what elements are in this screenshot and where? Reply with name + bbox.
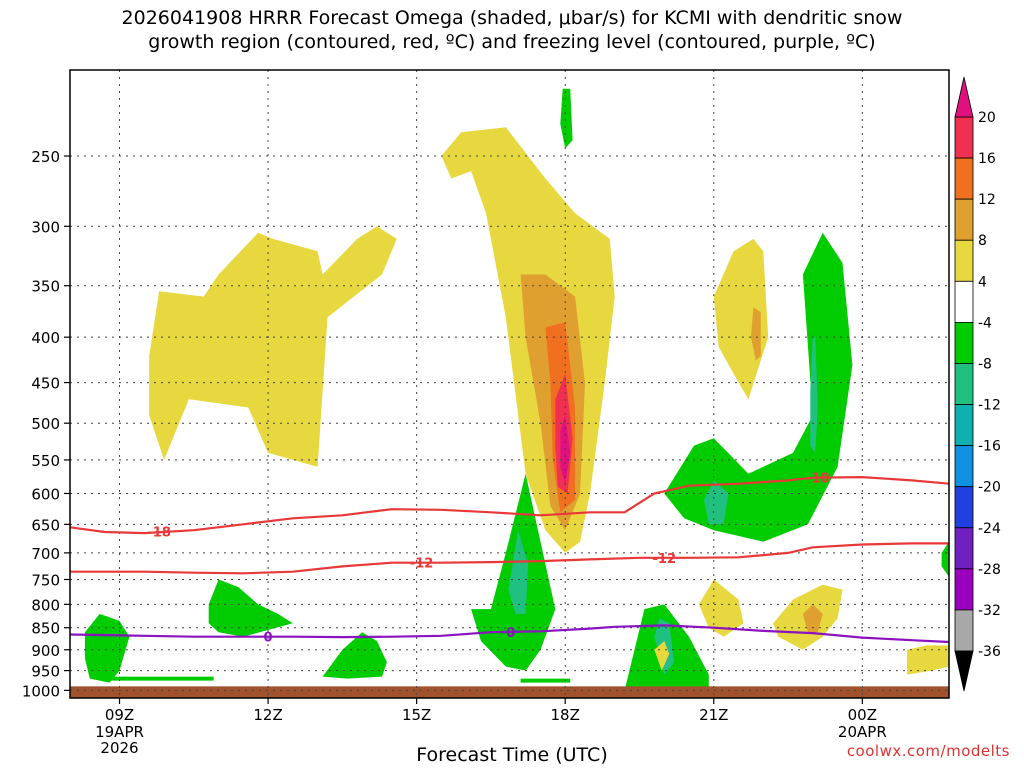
contour-label-0: -18 xyxy=(147,525,171,540)
omega-region-23 xyxy=(698,579,744,637)
omega-region-13 xyxy=(664,232,853,542)
colorbar-segment xyxy=(954,321,974,364)
colorbar-label: -4 xyxy=(978,315,992,331)
x-tick-sublabel: 20APR xyxy=(838,723,887,741)
colorbar-segment xyxy=(954,198,974,241)
colorbar-label: 16 xyxy=(978,151,996,167)
y-tick-label: 500 xyxy=(31,415,60,433)
omega-region-8 xyxy=(560,88,573,149)
omega-region-20 xyxy=(520,678,571,683)
y-tick-label: 350 xyxy=(31,278,60,296)
colorbar-segment xyxy=(954,363,974,405)
credit-link[interactable]: coolwx.com/modelts xyxy=(846,742,1010,760)
x-tick-label: 09Z xyxy=(105,706,134,724)
x-tick-sublabel: 19APR xyxy=(95,723,144,741)
y-tick-label: 600 xyxy=(31,485,60,503)
colorbar-label: -36 xyxy=(978,644,1001,660)
y-tick-label: 850 xyxy=(31,620,60,638)
contour-line-1 xyxy=(70,542,949,575)
x-tick-label: 15Z xyxy=(402,706,431,724)
omega-region-26 xyxy=(906,645,949,675)
contour-line-2 xyxy=(70,624,949,644)
colorbar-segment xyxy=(954,568,974,611)
colorbar-label: -8 xyxy=(978,356,992,372)
colorbar-segment xyxy=(954,239,974,282)
contour-label-3: -18 xyxy=(806,472,830,487)
x-tick-label: 12Z xyxy=(253,706,282,724)
omega-region-14 xyxy=(703,480,729,525)
ground-band xyxy=(70,686,949,698)
x-tick-label: 21Z xyxy=(699,706,728,724)
y-tick-label: 700 xyxy=(31,545,60,563)
colorbar-label: 8 xyxy=(978,233,987,249)
omega-region-18 xyxy=(208,579,293,637)
x-tick-label: 18Z xyxy=(551,706,580,724)
y-tick-label: 750 xyxy=(31,571,60,589)
colorbar-label: 12 xyxy=(978,192,996,208)
y-tick-label: 950 xyxy=(31,663,60,681)
contour-labels: -18 -12 -12 -18 0 0 xyxy=(147,472,830,646)
y-tick-label: 1000 xyxy=(22,682,60,700)
y-tick-label: 550 xyxy=(31,452,60,470)
colorbar-label: -28 xyxy=(978,562,1001,578)
plot-frame xyxy=(69,69,950,699)
x-tick-sublabel: 2026 xyxy=(100,739,138,757)
colorbar-label: -24 xyxy=(978,521,1001,537)
y-tick-label: 450 xyxy=(31,375,60,393)
y-tick-label: 300 xyxy=(31,218,60,236)
omega-region-19 xyxy=(322,632,387,679)
y-tick-label: 650 xyxy=(31,516,60,534)
contour-label-4: 0 xyxy=(264,631,273,646)
omega-region-22 xyxy=(654,641,670,671)
omega-region-6 xyxy=(713,238,769,400)
omega-region-17 xyxy=(109,676,214,681)
omega-region-16 xyxy=(84,613,130,683)
colorbar-segment xyxy=(954,116,974,159)
colorbar-segment xyxy=(954,527,974,570)
y-axis-ticks: 250 300 350 400 450 500 550 600 650 700 750 800 850 9… xyxy=(22,148,70,700)
contour-label-2: -12 xyxy=(653,552,677,567)
omega-shading xyxy=(84,88,949,691)
colorbar-label: 4 xyxy=(978,274,987,290)
omega-region-7 xyxy=(750,307,761,361)
omega-region-0 xyxy=(149,226,397,467)
colorbar-segment xyxy=(954,280,974,323)
colorbar-label: -32 xyxy=(978,603,1001,619)
contour-label-1: -12 xyxy=(410,557,434,572)
omega-region-15 xyxy=(810,337,818,453)
colorbar-segment xyxy=(954,486,974,529)
x-axis-title: Forecast Time (UTC) xyxy=(416,744,608,766)
chart-title: 2026041908 HRRR Forecast Omega (shaded, … xyxy=(121,7,903,53)
colorbar-segment xyxy=(954,404,974,447)
contour-line-0 xyxy=(70,475,949,535)
colorbar-segment xyxy=(954,609,974,652)
colorbar-segment xyxy=(954,157,974,200)
colorbar-bottom-arrow xyxy=(954,650,974,692)
y-tick-label: 400 xyxy=(31,329,60,347)
contour-lines xyxy=(70,475,949,644)
colorbar-top-arrow xyxy=(954,76,974,118)
y-tick-label: 800 xyxy=(31,596,60,614)
colorbar-label: -20 xyxy=(978,480,1001,496)
colorbar-segment xyxy=(954,445,974,488)
ground-below-surface xyxy=(70,686,949,698)
omega-region-21 xyxy=(941,541,949,577)
contour-label-5: 0 xyxy=(506,626,515,641)
y-tick-label: 250 xyxy=(31,148,60,166)
omega-region-10 xyxy=(508,530,529,614)
omega-region-25 xyxy=(802,604,823,633)
colorbar-label: -16 xyxy=(978,439,1001,455)
colorbar-label: -12 xyxy=(978,398,1001,414)
y-tick-label: 900 xyxy=(31,642,60,660)
x-tick-label: 00Z xyxy=(848,706,877,724)
colorbar: 20 16 12 8 4 -4 -8 -12 -16 -20 -24 -28 -32 -36 xyxy=(954,76,1001,692)
colorbar-label: 20 xyxy=(978,110,996,126)
